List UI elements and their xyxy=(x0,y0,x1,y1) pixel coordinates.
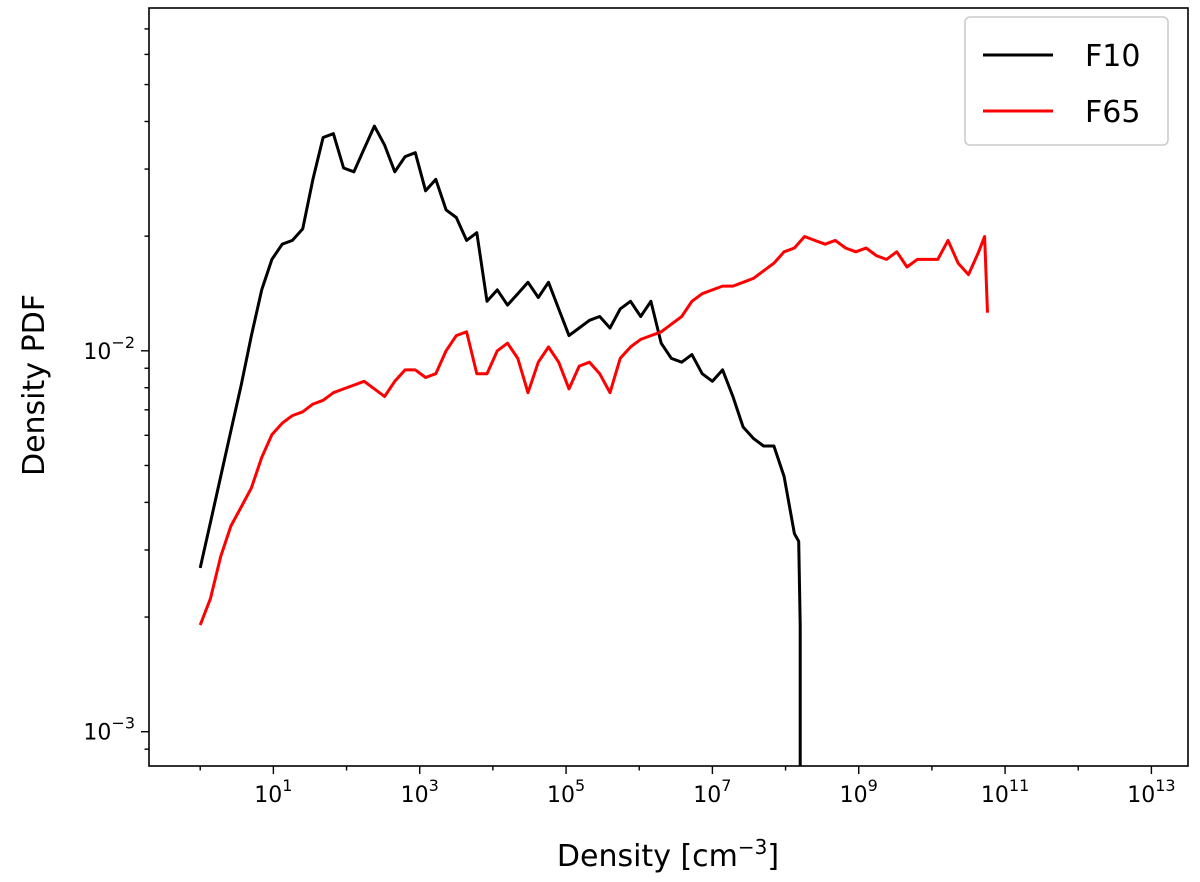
series-lines xyxy=(198,124,989,766)
y-axis-ticks: 10−2 10−3 xyxy=(83,28,149,750)
x-tick-label: 1011 xyxy=(981,776,1029,808)
x-tick-label: 105 xyxy=(547,776,585,808)
series-line-f65 xyxy=(198,235,989,626)
x-tick-label: 1013 xyxy=(1127,776,1175,808)
series-line-f10 xyxy=(198,124,802,766)
y-tick-label: 10−2 xyxy=(83,333,135,365)
legend-label-f10: F10 xyxy=(1085,39,1140,74)
x-axis-label: Density [cm−3] xyxy=(557,835,779,874)
legend-label-f65: F65 xyxy=(1085,95,1140,130)
x-axis-ticks: 101 103 105 107 109 1011 1013 xyxy=(199,766,1176,808)
legend: F10 F65 xyxy=(964,16,1169,146)
y-tick-label: 10−3 xyxy=(83,714,135,746)
plot-frame xyxy=(148,7,1189,767)
x-tick-label: 109 xyxy=(840,776,878,808)
legend-box xyxy=(964,16,1169,146)
x-tick-label: 107 xyxy=(693,776,731,808)
y-axis-label: Density PDF xyxy=(17,294,52,476)
x-tick-label: 101 xyxy=(254,776,292,808)
x-tick-label: 103 xyxy=(401,776,439,808)
